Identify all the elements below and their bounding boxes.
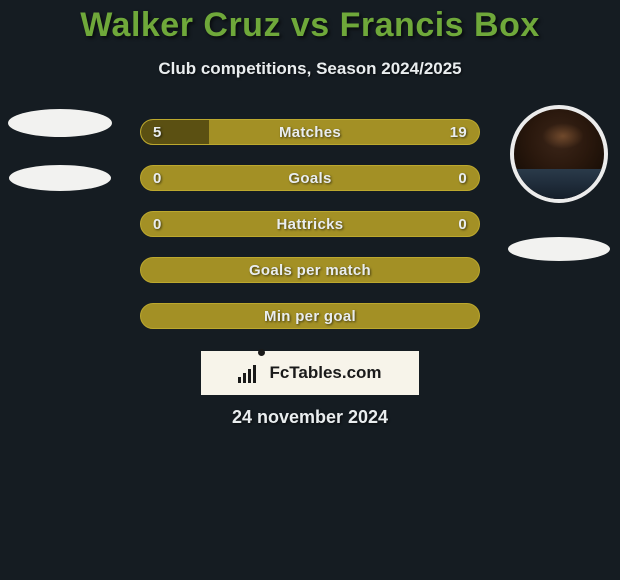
player-left-placeholder-2 [9,165,111,191]
logo-bars-icon [238,363,256,383]
player-right-photo [510,105,608,203]
stat-bar-matches: 5 Matches 19 [140,119,480,145]
stat-bar-goals-label: Goals [141,166,479,190]
stat-bar-matches-label: Matches [141,120,479,144]
logo-text: FcTables.com [269,363,381,383]
date-text: 24 november 2024 [0,407,620,428]
logo-box: FcTables.com [201,351,419,395]
player-right-column [508,105,610,261]
stat-bar-mpg-label: Min per goal [141,304,479,328]
stat-bar-gpm-label: Goals per match [141,258,479,282]
stat-bar-gpm: Goals per match [140,257,480,283]
player-left-column [8,105,112,191]
stat-bar-mpg: Min per goal [140,303,480,329]
page-title: Walker Cruz vs Francis Box [0,0,620,45]
stat-bar-hattricks-right-value: 0 [458,212,467,236]
stat-bar-hattricks: 0 Hattricks 0 [140,211,480,237]
stat-bar-goals-right-value: 0 [458,166,467,190]
comparison-content: 5 Matches 19 0 Goals 0 0 Hattricks 0 Goa… [0,119,620,428]
player-left-placeholder-1 [8,109,112,137]
stat-bar-goals: 0 Goals 0 [140,165,480,191]
subtitle: Club competitions, Season 2024/2025 [0,59,620,79]
stat-bars: 5 Matches 19 0 Goals 0 0 Hattricks 0 Goa… [140,119,480,329]
player-right-placeholder-1 [508,237,610,261]
stat-bar-hattricks-label: Hattricks [141,212,479,236]
stat-bar-matches-right-value: 19 [450,120,467,144]
logo-ball-icon [258,349,265,356]
